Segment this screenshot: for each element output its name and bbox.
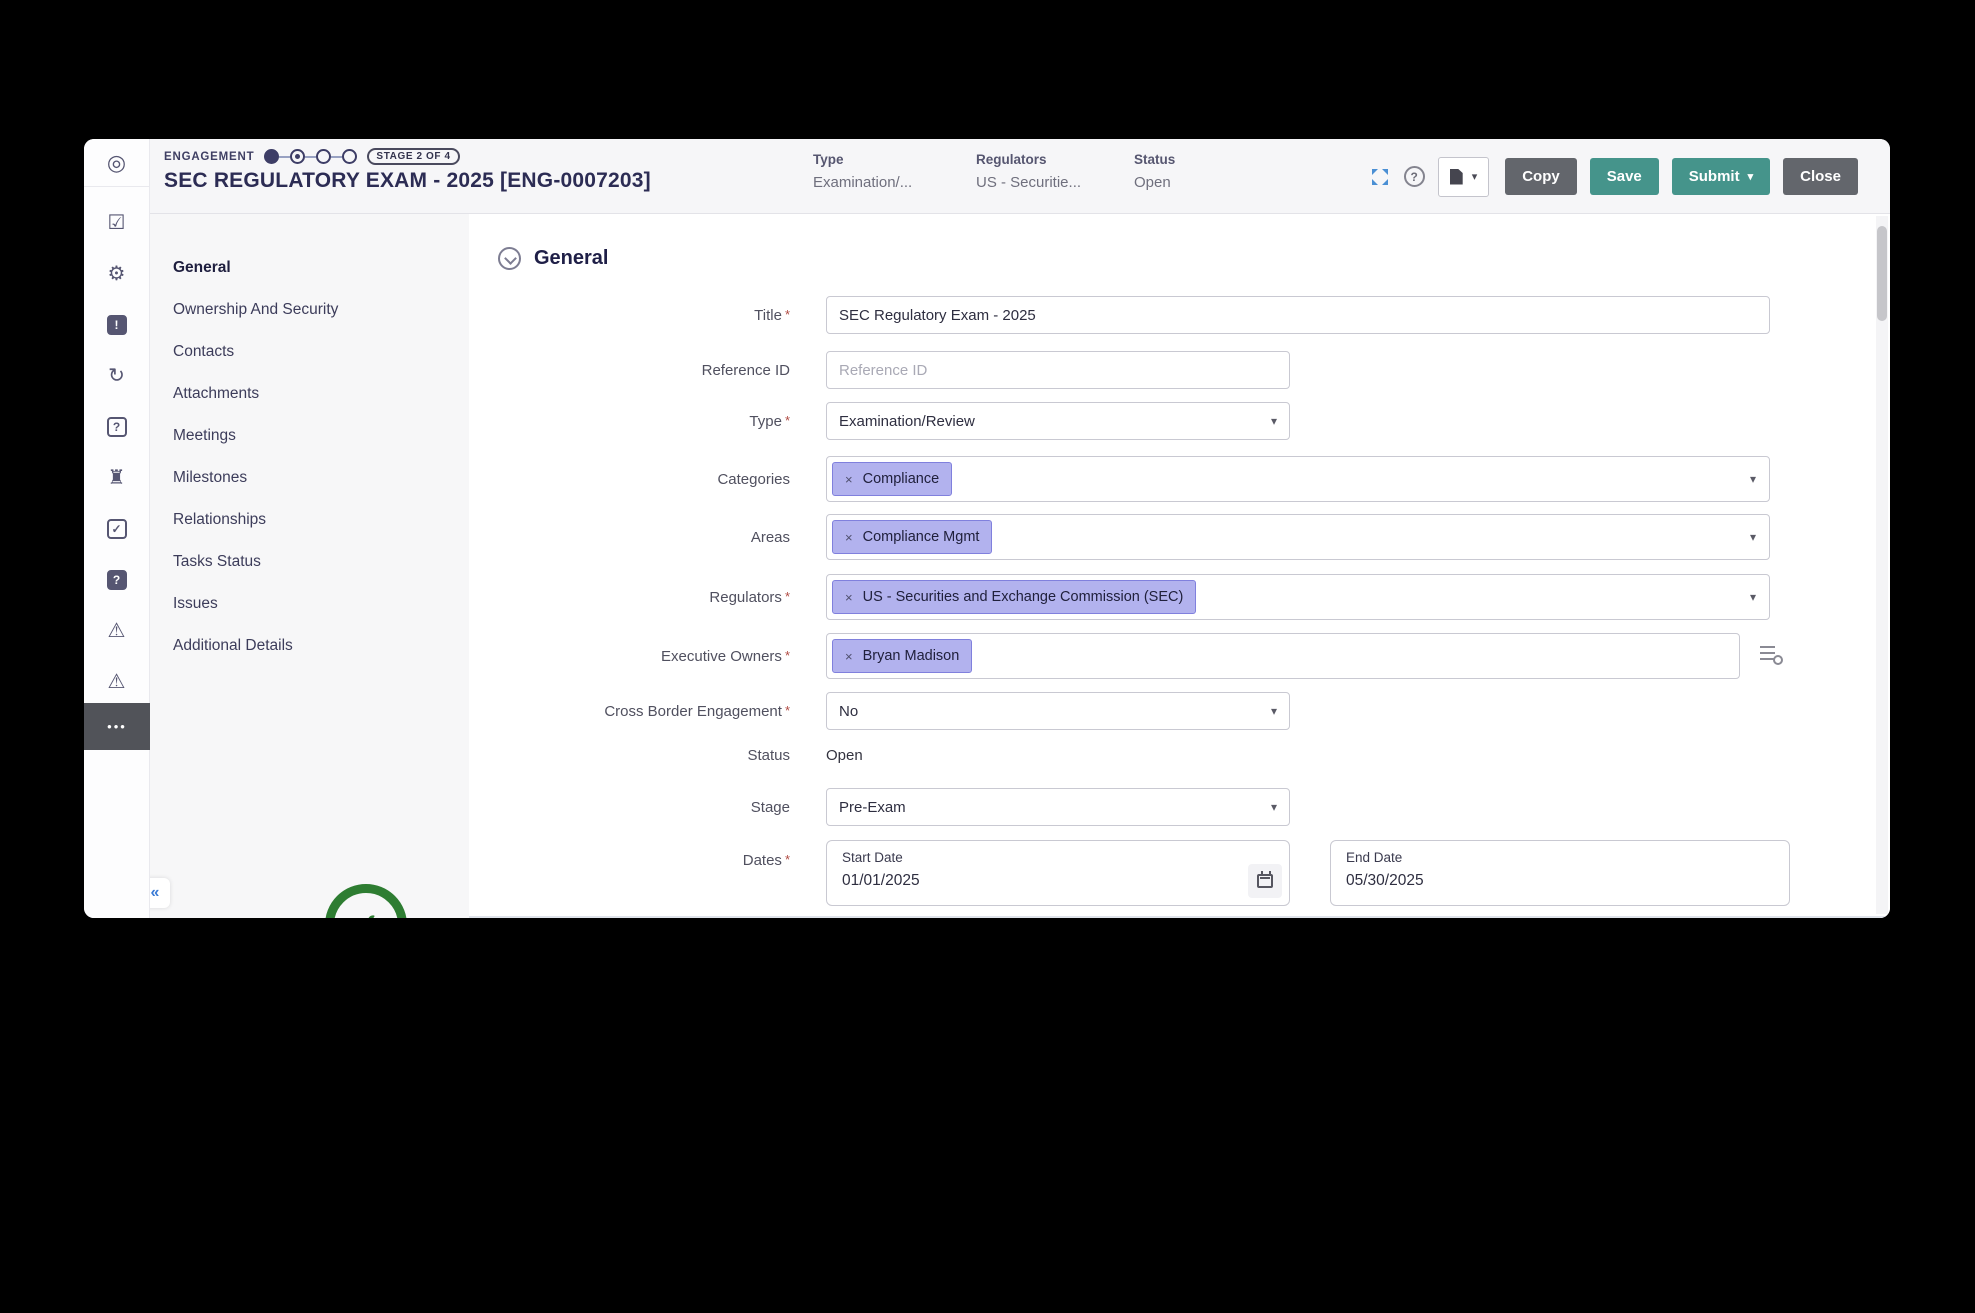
calendar-icon[interactable] — [1248, 864, 1282, 898]
remove-chip-icon[interactable]: × — [845, 648, 853, 664]
scrollbar-thumb[interactable] — [1877, 226, 1887, 321]
categories-label: Categories — [717, 470, 790, 488]
stage-label: Stage — [750, 798, 790, 816]
gear-check-icon[interactable]: ⚙ — [107, 263, 126, 285]
file-icon — [1449, 168, 1463, 185]
chip-bryan-madison[interactable]: × Bryan Madison — [832, 639, 973, 673]
record-header: ENGAGEMENT STAGE 2 OF 4 SEC REGULATORY E… — [150, 139, 1890, 214]
title-input[interactable] — [826, 296, 1770, 334]
end-date-field[interactable]: End Date 05/30/2025 — [1330, 840, 1790, 906]
regulators-multiselect[interactable]: × US - Securities and Exchange Commission… — [826, 574, 1770, 620]
expand-fullscreen-icon[interactable] — [1369, 166, 1391, 188]
copy-button[interactable]: Copy — [1505, 158, 1577, 195]
regulators-label: Regulators * — [709, 588, 790, 606]
nav-item-attachments[interactable]: Attachments — [173, 385, 260, 402]
warning-icon[interactable]: ⚠ — [107, 671, 126, 693]
app-icon-rail: ◎ ☑ ⚙ ! ↻ ? ♜ ✓ ? ⚠ ⚠ ••• — [84, 139, 150, 918]
valid-check-icon: ✓ — [325, 884, 407, 918]
areas-multiselect[interactable]: × Compliance Mgmt ▾ — [826, 514, 1770, 560]
stage-progress-indicator — [264, 149, 358, 164]
meta-type: Type Examination/... — [813, 152, 913, 191]
policy-check-icon[interactable]: ☑ — [107, 212, 126, 234]
warning-icon[interactable]: ⚠ — [107, 620, 126, 642]
status-value: Open — [826, 746, 863, 764]
doc-question-icon[interactable]: ? — [84, 554, 149, 605]
clipboard-check-icon[interactable]: ✓ — [84, 503, 149, 554]
chip-sec[interactable]: × US - Securities and Exchange Commission… — [832, 580, 1197, 614]
page-title: SEC REGULATORY EXAM - 2025 [ENG-0007203] — [164, 169, 651, 192]
nav-item-relationships[interactable]: Relationships — [173, 511, 267, 528]
section-title: General — [534, 247, 609, 269]
cross-border-select[interactable]: No ▾ — [826, 692, 1290, 730]
nav-item-meetings[interactable]: Meetings — [173, 427, 236, 444]
executive-owners-label: Executive Owners * — [661, 647, 790, 665]
save-button[interactable]: Save — [1589, 158, 1659, 195]
nav-item-contacts[interactable]: Contacts — [173, 343, 235, 360]
status-label: Status — [747, 746, 790, 764]
remove-chip-icon[interactable]: × — [845, 589, 853, 605]
start-date-field[interactable]: Start Date 01/01/2025 — [826, 840, 1290, 906]
help-icon[interactable]: ? — [1403, 166, 1425, 187]
stage-dot-4 — [342, 149, 358, 164]
more-options-icon[interactable]: ••• — [84, 703, 150, 750]
nav-item-tasks-status[interactable]: Tasks Status — [173, 553, 261, 570]
stage-dot-1 — [264, 149, 280, 164]
chevron-down-icon: ▾ — [1471, 171, 1478, 183]
meta-status: Status Open — [1134, 152, 1176, 191]
scrollbar[interactable] — [1876, 216, 1888, 914]
remove-chip-icon[interactable]: × — [845, 529, 853, 545]
alert-settings-icon[interactable]: ! — [84, 299, 149, 350]
executive-owners-multiselect[interactable]: × Bryan Madison — [826, 633, 1740, 679]
compass-logo-icon[interactable]: ◎ — [84, 139, 149, 187]
stage-dot-2 — [290, 149, 306, 164]
reference-id-input[interactable] — [826, 351, 1290, 389]
cross-border-label: Cross Border Engagement * — [604, 702, 790, 720]
title-label: Title * — [754, 306, 790, 324]
categories-multiselect[interactable]: × Compliance ▾ — [826, 456, 1770, 502]
chip-compliance[interactable]: × Compliance — [832, 462, 953, 496]
close-button[interactable]: Close — [1783, 158, 1858, 195]
document-menu-button[interactable]: ▾ — [1437, 156, 1490, 197]
chevron-down-icon: ▾ — [1270, 800, 1277, 814]
nav-item-issues[interactable]: Issues — [173, 595, 218, 612]
form-panel: General Title* Reference ID Type* Examin… — [469, 214, 1890, 918]
chevron-down-icon: ▾ — [1747, 171, 1754, 183]
meta-regulators: Regulators US - Securitie... — [976, 152, 1082, 191]
chevron-down-icon: ▾ — [1270, 704, 1277, 718]
chevron-down-icon: ▾ — [1749, 530, 1756, 544]
chevron-down-icon: ▾ — [1270, 414, 1277, 428]
chevron-down-icon: ▾ — [1749, 472, 1756, 486]
nav-item-milestones[interactable]: Milestones — [173, 469, 248, 486]
areas-label: Areas — [750, 528, 790, 546]
stage-badge: STAGE 2 OF 4 — [367, 148, 460, 165]
engagement-window: ◎ ☑ ⚙ ! ↻ ? ♜ ✓ ? ⚠ ⚠ ••• ENGAGEMENT STA… — [84, 139, 1890, 918]
remove-chip-icon[interactable]: × — [845, 471, 853, 487]
question-doc-icon[interactable]: ? — [84, 401, 149, 452]
bank-icon[interactable]: ♜ — [107, 467, 126, 489]
type-label: Type * — [749, 412, 790, 430]
lookup-search-icon[interactable] — [1760, 645, 1784, 667]
chevron-down-icon: ▾ — [1749, 590, 1756, 604]
sync-icon[interactable]: ↻ — [108, 365, 125, 387]
submit-button[interactable]: Submit ▾ — [1671, 158, 1771, 195]
stage-select[interactable]: Pre-Exam ▾ — [826, 788, 1290, 826]
reference-id-label: Reference ID — [701, 361, 790, 379]
collapse-section-icon[interactable] — [498, 247, 521, 270]
nav-item-general[interactable]: General — [173, 259, 231, 276]
entity-type-label: ENGAGEMENT — [164, 150, 255, 163]
type-select[interactable]: Examination/Review ▾ — [826, 402, 1290, 440]
dates-label: Dates * — [742, 852, 790, 869]
nav-item-additional-details[interactable]: Additional Details — [173, 637, 293, 654]
nav-item-ownership-and-security[interactable]: Ownership And Security — [173, 301, 339, 318]
section-nav: General Ownership And Security Contacts … — [140, 214, 469, 918]
stage-dot-3 — [316, 149, 332, 164]
chip-compliance-mgmt[interactable]: × Compliance Mgmt — [832, 520, 993, 554]
